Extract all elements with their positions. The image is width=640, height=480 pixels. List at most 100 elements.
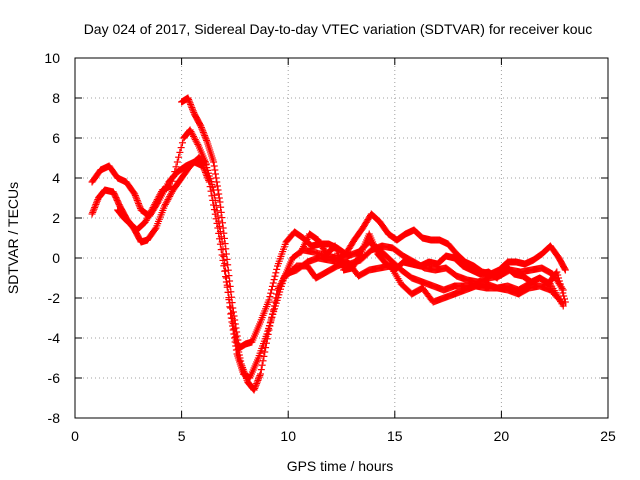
data-point [201, 133, 209, 141]
data-point [167, 182, 175, 190]
data-point [151, 200, 159, 208]
data-point [185, 96, 193, 104]
data-point [253, 380, 261, 388]
data-point [215, 190, 223, 198]
data-point [149, 204, 157, 212]
data-point [185, 97, 193, 105]
data-point [557, 283, 565, 291]
data-point [218, 214, 226, 222]
data-point [197, 124, 205, 132]
data-point [218, 238, 226, 246]
data-point [258, 361, 266, 369]
data-point [221, 240, 229, 248]
y-tick-label: -8 [48, 410, 61, 426]
y-tick-label: 6 [52, 130, 60, 146]
data-point [219, 219, 227, 227]
data-point [88, 210, 96, 218]
data-point [253, 378, 261, 386]
data-point [226, 277, 234, 285]
data-point [163, 197, 171, 205]
data-point [167, 189, 175, 197]
y-tick-label: 4 [52, 170, 60, 186]
data-point [201, 132, 209, 140]
data-point [251, 383, 259, 391]
data-point [211, 166, 219, 174]
data-point [261, 348, 269, 356]
data-point [223, 281, 231, 289]
data-point [202, 160, 210, 168]
data-point [90, 205, 98, 213]
x-tick-label: 5 [178, 428, 186, 444]
data-point [214, 186, 222, 194]
data-point [219, 224, 227, 232]
data-point [146, 210, 154, 218]
data-point [178, 139, 186, 147]
data-point [184, 94, 192, 102]
data-point [256, 372, 264, 380]
data-point [211, 170, 219, 178]
data-point [198, 125, 206, 133]
y-tick-label: -2 [48, 290, 61, 306]
data-point [213, 182, 221, 190]
data-point [194, 140, 202, 148]
data-point [252, 381, 260, 389]
data-point [270, 276, 278, 284]
x-tick-label: 15 [387, 428, 403, 444]
data-point [192, 137, 200, 145]
x-axis-label: GPS time / hours [287, 458, 394, 474]
data-point [167, 191, 175, 199]
data-point [186, 126, 194, 134]
data-point [555, 277, 563, 285]
data-point [141, 218, 149, 226]
data-point [233, 332, 241, 340]
grid-layer [75, 58, 608, 418]
data-point [256, 370, 264, 378]
data-point [91, 204, 99, 212]
data-point [152, 197, 160, 205]
data-point [225, 272, 233, 280]
data-point [213, 178, 221, 186]
data-point [556, 280, 564, 288]
data-point [210, 191, 218, 199]
data-point [553, 268, 561, 276]
chart-title: Day 024 of 2017, Sidereal Day-to-day VTE… [84, 21, 593, 37]
data-point [144, 213, 152, 221]
data-point [217, 233, 225, 241]
data-point [188, 105, 196, 113]
data-point [202, 135, 210, 143]
data-point [169, 172, 177, 180]
data-point [132, 193, 140, 201]
data-point [250, 386, 258, 394]
data-point [561, 298, 569, 306]
data-point [150, 202, 158, 210]
data-point [555, 274, 563, 282]
data-point [231, 320, 239, 328]
data-point [147, 207, 155, 215]
data-point [91, 202, 99, 210]
data-point [267, 289, 275, 297]
data-point [330, 243, 338, 251]
data-point [176, 148, 184, 156]
data-point [232, 324, 240, 332]
data-point [231, 316, 239, 324]
data-point [356, 251, 364, 259]
data-point [561, 295, 569, 303]
data-point [191, 136, 199, 144]
data-point [251, 384, 259, 392]
data-point [155, 192, 163, 200]
data-point [227, 288, 235, 296]
data-point [189, 131, 197, 139]
data-point [133, 195, 141, 203]
data-point [561, 266, 569, 274]
data-point [143, 215, 151, 223]
data-point [210, 162, 218, 170]
data-point [223, 255, 231, 263]
data-point [273, 265, 281, 273]
data-point [131, 190, 139, 198]
data-point [559, 289, 567, 297]
data-point [188, 129, 196, 137]
data-point [162, 199, 170, 207]
data-point [561, 265, 569, 273]
data-point [93, 197, 101, 205]
data-point [266, 293, 274, 301]
